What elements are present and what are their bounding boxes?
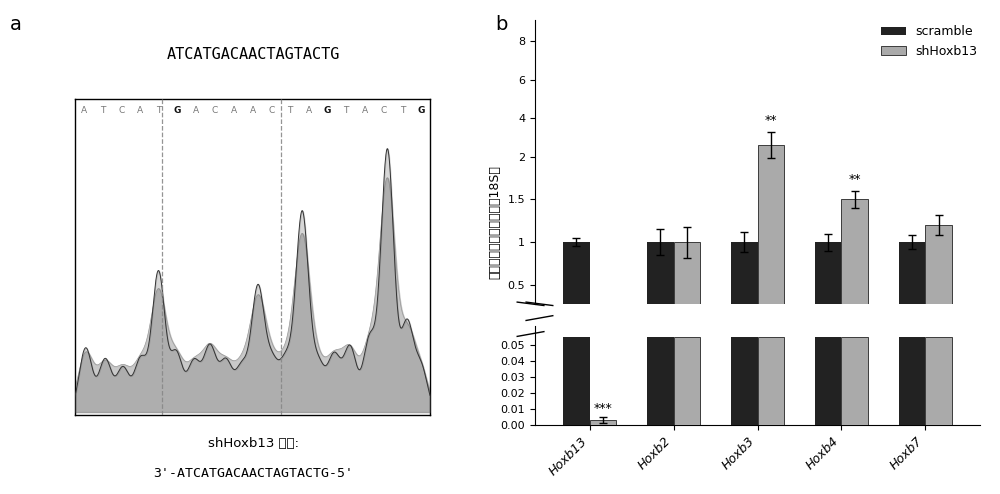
Bar [758,337,784,425]
Text: G: G [324,106,331,115]
Text: 基因相对表达量（内参：18S）: 基因相对表达量（内参：18S） [489,165,502,279]
Text: T: T [343,106,349,115]
Text: b: b [495,15,507,34]
Text: C: C [268,106,274,115]
Text: T: T [400,106,405,115]
Bar [647,242,674,328]
Bar [815,337,841,425]
Bar [590,420,616,425]
Text: A: A [249,106,256,115]
Bar [674,242,700,328]
Text: T: T [287,106,293,115]
Bar [815,242,841,328]
Text: A: A [362,106,368,115]
Text: C: C [381,106,387,115]
Bar [925,225,952,328]
Text: **: ** [765,114,777,127]
Text: T: T [156,106,162,115]
Bar [674,337,700,425]
Bar [841,337,868,425]
Bar [899,337,925,425]
Text: ***: *** [594,402,612,415]
Text: G: G [417,106,425,115]
Text: T: T [100,106,105,115]
Bar [731,242,758,328]
Bar [758,145,784,328]
Bar [925,337,952,425]
Bar [563,337,590,425]
Text: **: ** [849,173,861,186]
Text: C: C [212,106,218,115]
Text: shHoxb13 序列:: shHoxb13 序列: [208,437,298,450]
Text: G: G [174,106,181,115]
Bar [563,242,590,328]
Text: A: A [231,106,237,115]
Bar [731,337,758,425]
Text: C: C [118,106,124,115]
Text: A: A [81,106,87,115]
Text: A: A [193,106,199,115]
Bar [899,242,925,328]
Text: A: A [137,106,143,115]
Bar [647,337,674,425]
Bar [841,200,868,328]
Text: ATCATGACAACTAGTACTG: ATCATGACAACTAGTACTG [166,47,340,62]
Legend: scramble, shHoxb13: scramble, shHoxb13 [876,20,983,63]
Text: a: a [10,15,22,34]
Text: A: A [306,106,312,115]
Text: 3'-ATCATGACAACTAGTACTG-5': 3'-ATCATGACAACTAGTACTG-5' [153,467,353,480]
